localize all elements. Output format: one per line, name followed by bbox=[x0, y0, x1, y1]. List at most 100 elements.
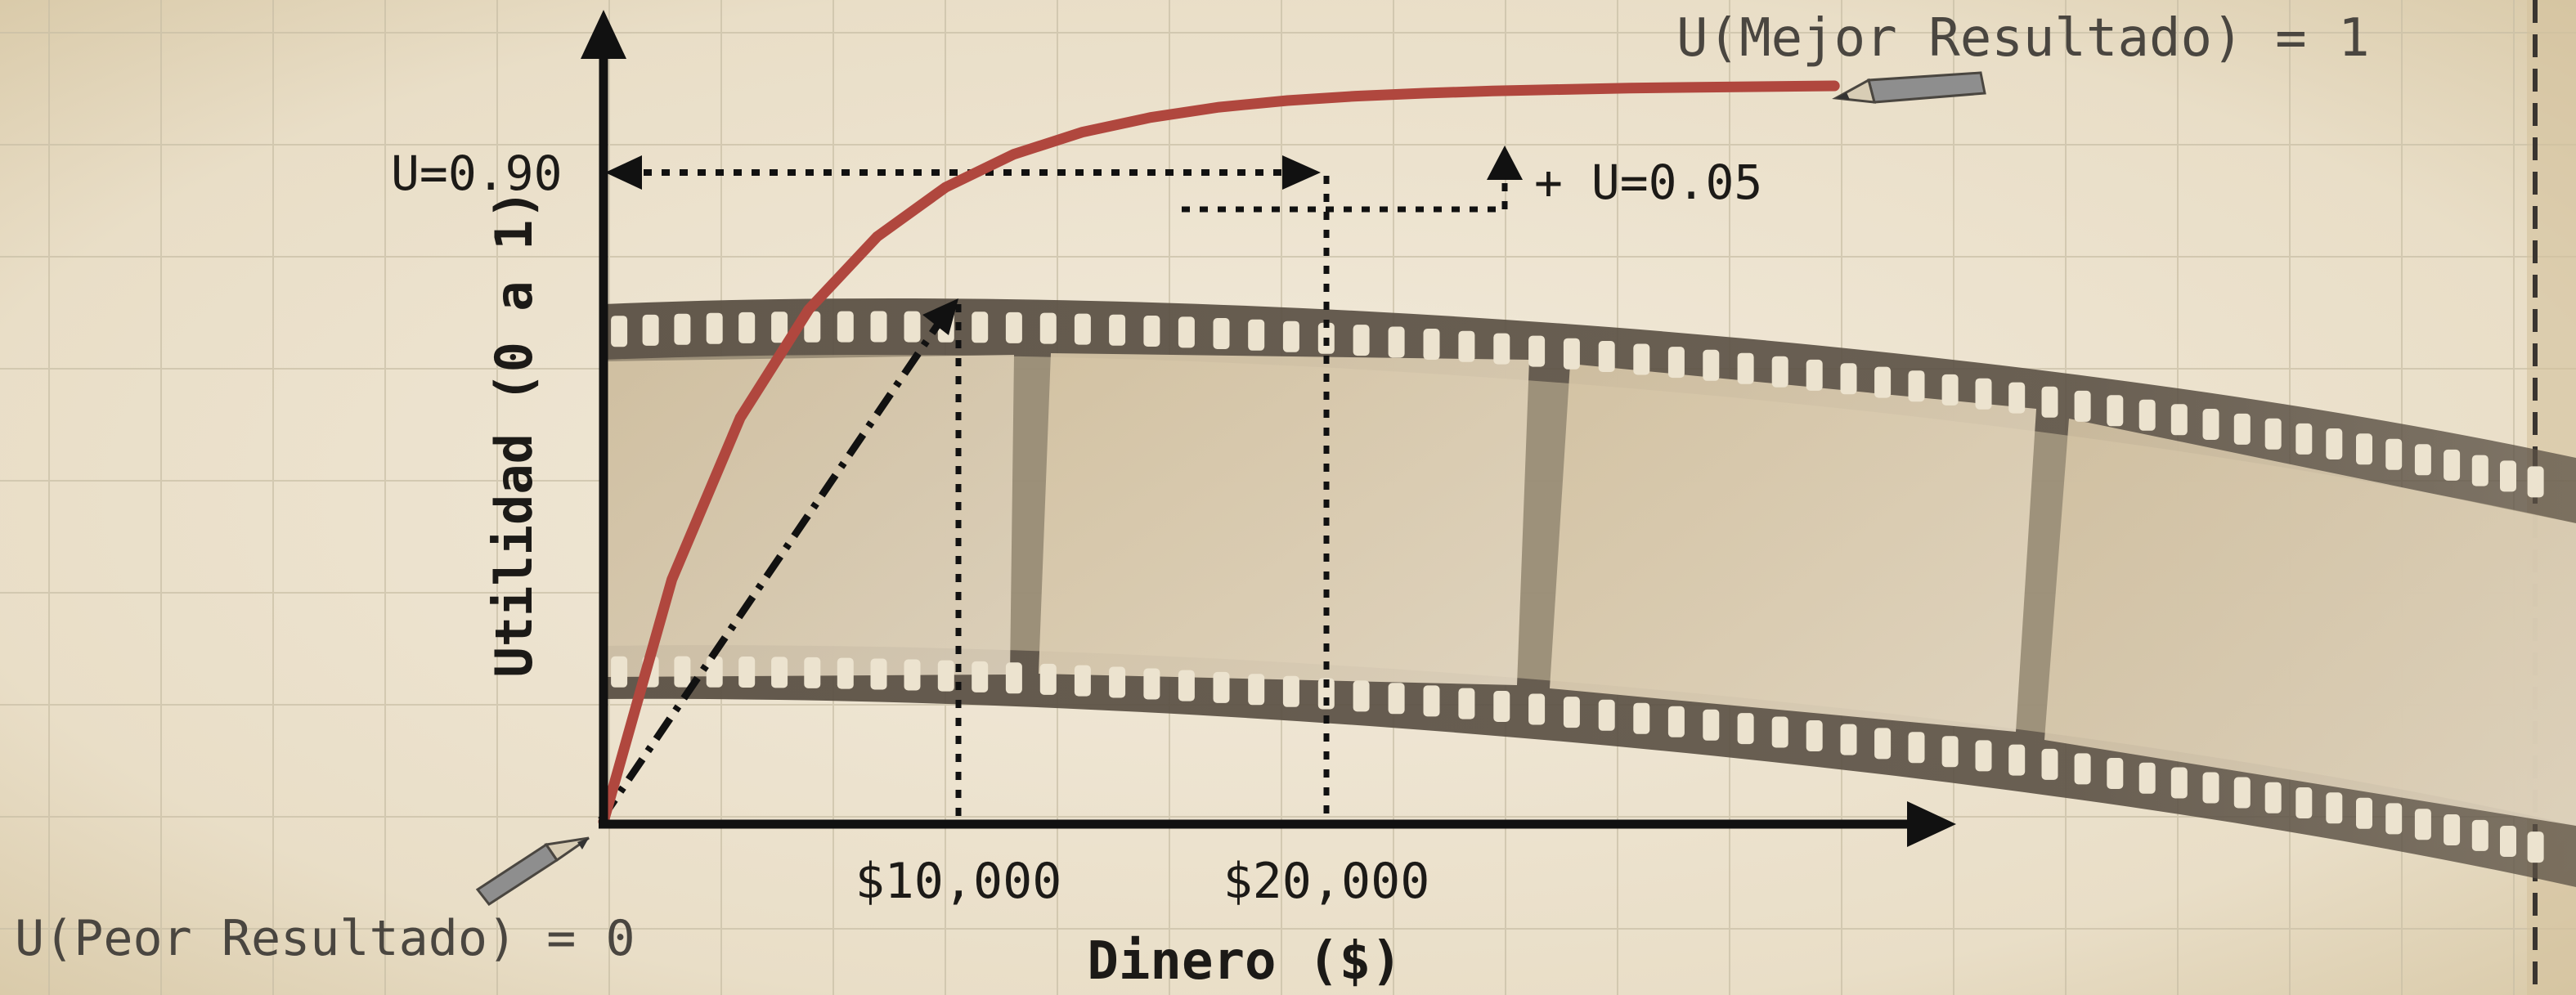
sprocket-hole bbox=[738, 311, 756, 343]
pencil-worst-outcome bbox=[475, 836, 590, 907]
sprocket-hole bbox=[1458, 688, 1475, 719]
sprocket-hole bbox=[2414, 444, 2431, 476]
sprocket-hole bbox=[870, 311, 887, 343]
sprocket-hole bbox=[904, 659, 921, 691]
sprocket-hole bbox=[1178, 316, 1195, 348]
sprocket-hole bbox=[1703, 709, 1720, 741]
sprocket-hole bbox=[1213, 318, 1230, 349]
sprocket-hole bbox=[2356, 797, 2372, 829]
sprocket-hole bbox=[642, 314, 659, 346]
sprocket-hole bbox=[2008, 744, 2026, 776]
utility-curve bbox=[598, 80, 1840, 827]
sprocket-hole bbox=[1633, 702, 1650, 734]
sprocket-hole bbox=[1005, 311, 1022, 343]
sprocket-hole bbox=[972, 311, 989, 343]
sprocket-hole bbox=[2170, 404, 2188, 436]
axes bbox=[581, 10, 1956, 847]
sprocket-hole bbox=[1282, 675, 1299, 707]
sprocket-hole bbox=[1941, 374, 1959, 406]
film-frame bbox=[1550, 364, 2036, 732]
sprocket-hole bbox=[2414, 809, 2431, 840]
sprocket-hole bbox=[1840, 363, 1857, 395]
sprocket-hole bbox=[706, 656, 723, 688]
sprocket-hole bbox=[2041, 748, 2058, 780]
sprocket-hole bbox=[1074, 665, 1091, 697]
sprocket-hole bbox=[1874, 366, 1892, 398]
sprocket-hole bbox=[2170, 767, 2188, 799]
u-high-arrowhead-right bbox=[1282, 155, 1321, 190]
sprocket-hole bbox=[1771, 716, 1788, 748]
sprocket-hole bbox=[1667, 706, 1685, 737]
sprocket-hole bbox=[1388, 683, 1405, 715]
sprocket-hole bbox=[738, 657, 756, 688]
sprocket-hole bbox=[1143, 668, 1160, 700]
sprocket-hole bbox=[1840, 724, 1857, 755]
sprocket-hole bbox=[937, 660, 954, 692]
film-frame bbox=[2044, 419, 2576, 826]
sprocket-hole bbox=[1353, 325, 1370, 356]
sprocket-hole bbox=[1563, 338, 1580, 370]
y-axis-label: Utilidad (0 a 1) bbox=[484, 189, 544, 677]
sprocket-hole bbox=[1109, 666, 1126, 698]
sprocket-hole bbox=[1528, 335, 1546, 367]
sprocket-hole bbox=[2356, 433, 2372, 465]
sprocket-hole bbox=[674, 656, 691, 688]
sprocket-hole bbox=[2233, 413, 2251, 445]
linear-comparison-arrowhead bbox=[922, 298, 958, 335]
sprocket-hole bbox=[1737, 713, 1754, 745]
sprocket-hole bbox=[2202, 772, 2219, 804]
sprocket-hole bbox=[1423, 685, 1440, 717]
sprocket-hole bbox=[1528, 693, 1546, 725]
sprocket-hole bbox=[837, 657, 854, 689]
sprocket-hole bbox=[771, 311, 788, 343]
film-sprockets-top bbox=[611, 311, 2544, 498]
sprocket-hole bbox=[1317, 678, 1335, 710]
sprocket-hole bbox=[1874, 728, 1892, 760]
sprocket-hole bbox=[1908, 732, 1925, 764]
sprocket-hole bbox=[1806, 720, 1823, 751]
sprocket-hole bbox=[804, 657, 821, 688]
sprocket-hole bbox=[870, 658, 887, 690]
sprocket-hole bbox=[2264, 418, 2282, 450]
sprocket-hole bbox=[2471, 455, 2488, 486]
sprocket-hole bbox=[1248, 319, 1265, 351]
sprocket-hole bbox=[1703, 349, 1720, 381]
x-axis-label: Dinero ($) bbox=[1087, 931, 1402, 992]
sprocket-hole bbox=[1248, 674, 1265, 706]
sprocket-hole bbox=[2107, 395, 2124, 427]
sprocket-hole bbox=[2138, 762, 2156, 794]
sprocket-hole bbox=[1213, 671, 1230, 703]
x-axis-arrowhead bbox=[1907, 801, 1956, 847]
sprocket-hole bbox=[972, 661, 989, 692]
film-strip bbox=[604, 298, 2576, 888]
guide-lines bbox=[955, 176, 1508, 818]
sprocket-hole bbox=[2385, 803, 2403, 835]
pencil-best-outcome bbox=[1832, 71, 1986, 104]
sprocket-hole bbox=[611, 656, 628, 688]
sprocket-hole bbox=[2074, 753, 2091, 785]
sprocket-hole bbox=[2500, 460, 2516, 492]
sprocket-hole bbox=[2527, 466, 2544, 498]
best-outcome-label: U(Mejor Resultado) = 1 bbox=[1676, 8, 2370, 69]
y-axis-arrowhead bbox=[581, 10, 626, 59]
film-frame bbox=[1039, 353, 1529, 685]
sprocket-hole bbox=[2107, 758, 2124, 789]
sprocket-hole bbox=[1908, 370, 1925, 402]
sprocket-hole bbox=[2471, 819, 2488, 851]
pencil-tip bbox=[544, 836, 590, 863]
sprocket-hole bbox=[1737, 352, 1754, 384]
pencil-lead bbox=[577, 838, 589, 849]
sprocket-hole bbox=[2326, 792, 2343, 824]
u-high-label: U=0.90 bbox=[391, 146, 563, 201]
sprocket-hole bbox=[1975, 740, 1992, 772]
sprocket-hole bbox=[1423, 329, 1440, 360]
sprocket-hole bbox=[611, 316, 628, 347]
sprocket-hole bbox=[904, 311, 921, 343]
sprocket-hole bbox=[1563, 697, 1580, 728]
sprocket-hole bbox=[1353, 680, 1370, 712]
sprocket-hole bbox=[1975, 378, 1992, 410]
sprocket-hole bbox=[1771, 356, 1788, 388]
sprocket-hole bbox=[2041, 386, 2058, 418]
sprocket-hole bbox=[1806, 359, 1823, 391]
